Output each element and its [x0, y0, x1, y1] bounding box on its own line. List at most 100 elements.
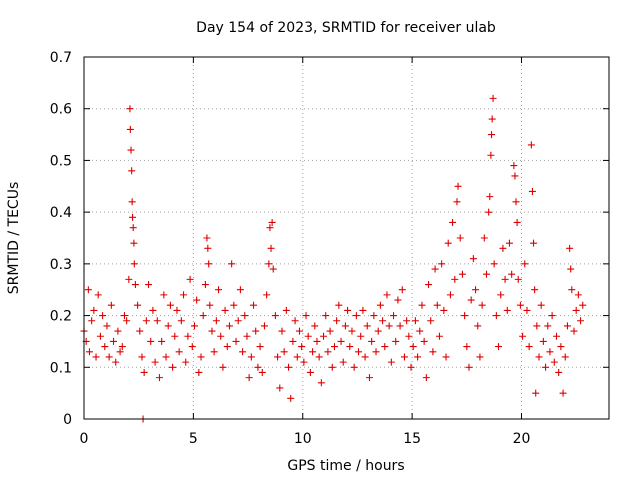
data-point: [346, 343, 354, 351]
axis-ticks: [83, 56, 609, 420]
data-point: [285, 363, 293, 371]
data-point: [469, 255, 477, 263]
data-point: [519, 332, 527, 340]
data-point: [398, 286, 406, 294]
data-point: [403, 317, 411, 325]
data-point: [234, 317, 242, 325]
data-point: [385, 322, 393, 330]
data-point: [177, 317, 185, 325]
data-point: [128, 198, 136, 206]
data-point: [392, 337, 400, 345]
data-point: [293, 353, 301, 361]
data-point: [508, 270, 516, 278]
data-point: [114, 327, 122, 335]
data-point: [339, 358, 347, 366]
data-point: [546, 348, 554, 356]
data-point: [131, 281, 139, 289]
data-point: [454, 182, 462, 190]
data-point: [201, 281, 209, 289]
data-point: [206, 301, 214, 309]
data-point: [548, 312, 556, 320]
y-tick-label: 0.3: [50, 257, 72, 273]
data-point: [130, 239, 138, 247]
data-point: [418, 301, 426, 309]
data-point: [492, 312, 500, 320]
data-point: [153, 317, 161, 325]
data-point: [190, 322, 198, 330]
data-point: [256, 343, 264, 351]
data-point: [267, 244, 275, 252]
data-point: [239, 348, 247, 356]
data-point: [304, 332, 312, 340]
data-point: [116, 348, 124, 356]
data-point: [171, 332, 179, 340]
data-point: [365, 374, 373, 382]
data-point: [577, 317, 585, 325]
data-point: [542, 363, 550, 371]
data-point: [409, 343, 417, 351]
data-point: [528, 187, 536, 195]
data-point: [490, 260, 498, 268]
data-point: [357, 332, 365, 340]
data-point: [221, 306, 229, 314]
data-points: [80, 94, 587, 423]
data-point: [173, 306, 181, 314]
data-point: [514, 275, 522, 283]
data-point: [85, 348, 93, 356]
data-point: [136, 327, 144, 335]
data-point: [311, 322, 319, 330]
data-point: [523, 306, 531, 314]
data-point: [555, 368, 563, 376]
data-point: [291, 317, 299, 325]
data-point: [241, 312, 249, 320]
data-point: [155, 374, 163, 382]
data-point: [480, 234, 488, 242]
data-point: [208, 327, 216, 335]
data-point: [383, 291, 391, 299]
data-point: [287, 394, 295, 402]
data-point: [269, 265, 277, 273]
data-point: [126, 125, 134, 133]
data-point: [550, 358, 558, 366]
data-point: [138, 353, 146, 361]
data-point: [228, 260, 236, 268]
data-point: [505, 239, 513, 247]
data-point: [203, 234, 211, 242]
data-point: [387, 358, 395, 366]
data-point: [394, 296, 402, 304]
data-point: [341, 322, 349, 330]
data-point: [511, 172, 519, 180]
data-point: [278, 327, 286, 335]
data-point: [429, 348, 437, 356]
data-point: [513, 218, 521, 226]
y-tick-label: 0.5: [50, 153, 72, 169]
data-point: [405, 332, 413, 340]
data-point: [501, 275, 509, 283]
data-point: [563, 322, 571, 330]
data-point: [315, 353, 323, 361]
data-point: [88, 317, 96, 325]
data-point: [90, 306, 98, 314]
data-point: [265, 260, 273, 268]
data-point: [355, 348, 363, 356]
x-tick-label: 0: [80, 431, 89, 447]
x-tick-label: 15: [403, 431, 421, 447]
data-point: [295, 327, 303, 335]
data-point: [328, 363, 336, 371]
data-point: [456, 234, 464, 242]
data-point: [129, 224, 137, 232]
data-point: [195, 368, 203, 376]
data-point: [219, 363, 227, 371]
data-point: [359, 306, 367, 314]
data-point: [438, 260, 446, 268]
data-point: [129, 213, 137, 221]
data-point: [333, 317, 341, 325]
data-point: [268, 218, 276, 226]
data-point: [488, 115, 496, 123]
data-point: [461, 312, 469, 320]
data-point: [379, 317, 387, 325]
data-point: [363, 322, 371, 330]
data-point: [94, 291, 102, 299]
data-point: [250, 301, 258, 309]
data-point: [103, 322, 111, 330]
